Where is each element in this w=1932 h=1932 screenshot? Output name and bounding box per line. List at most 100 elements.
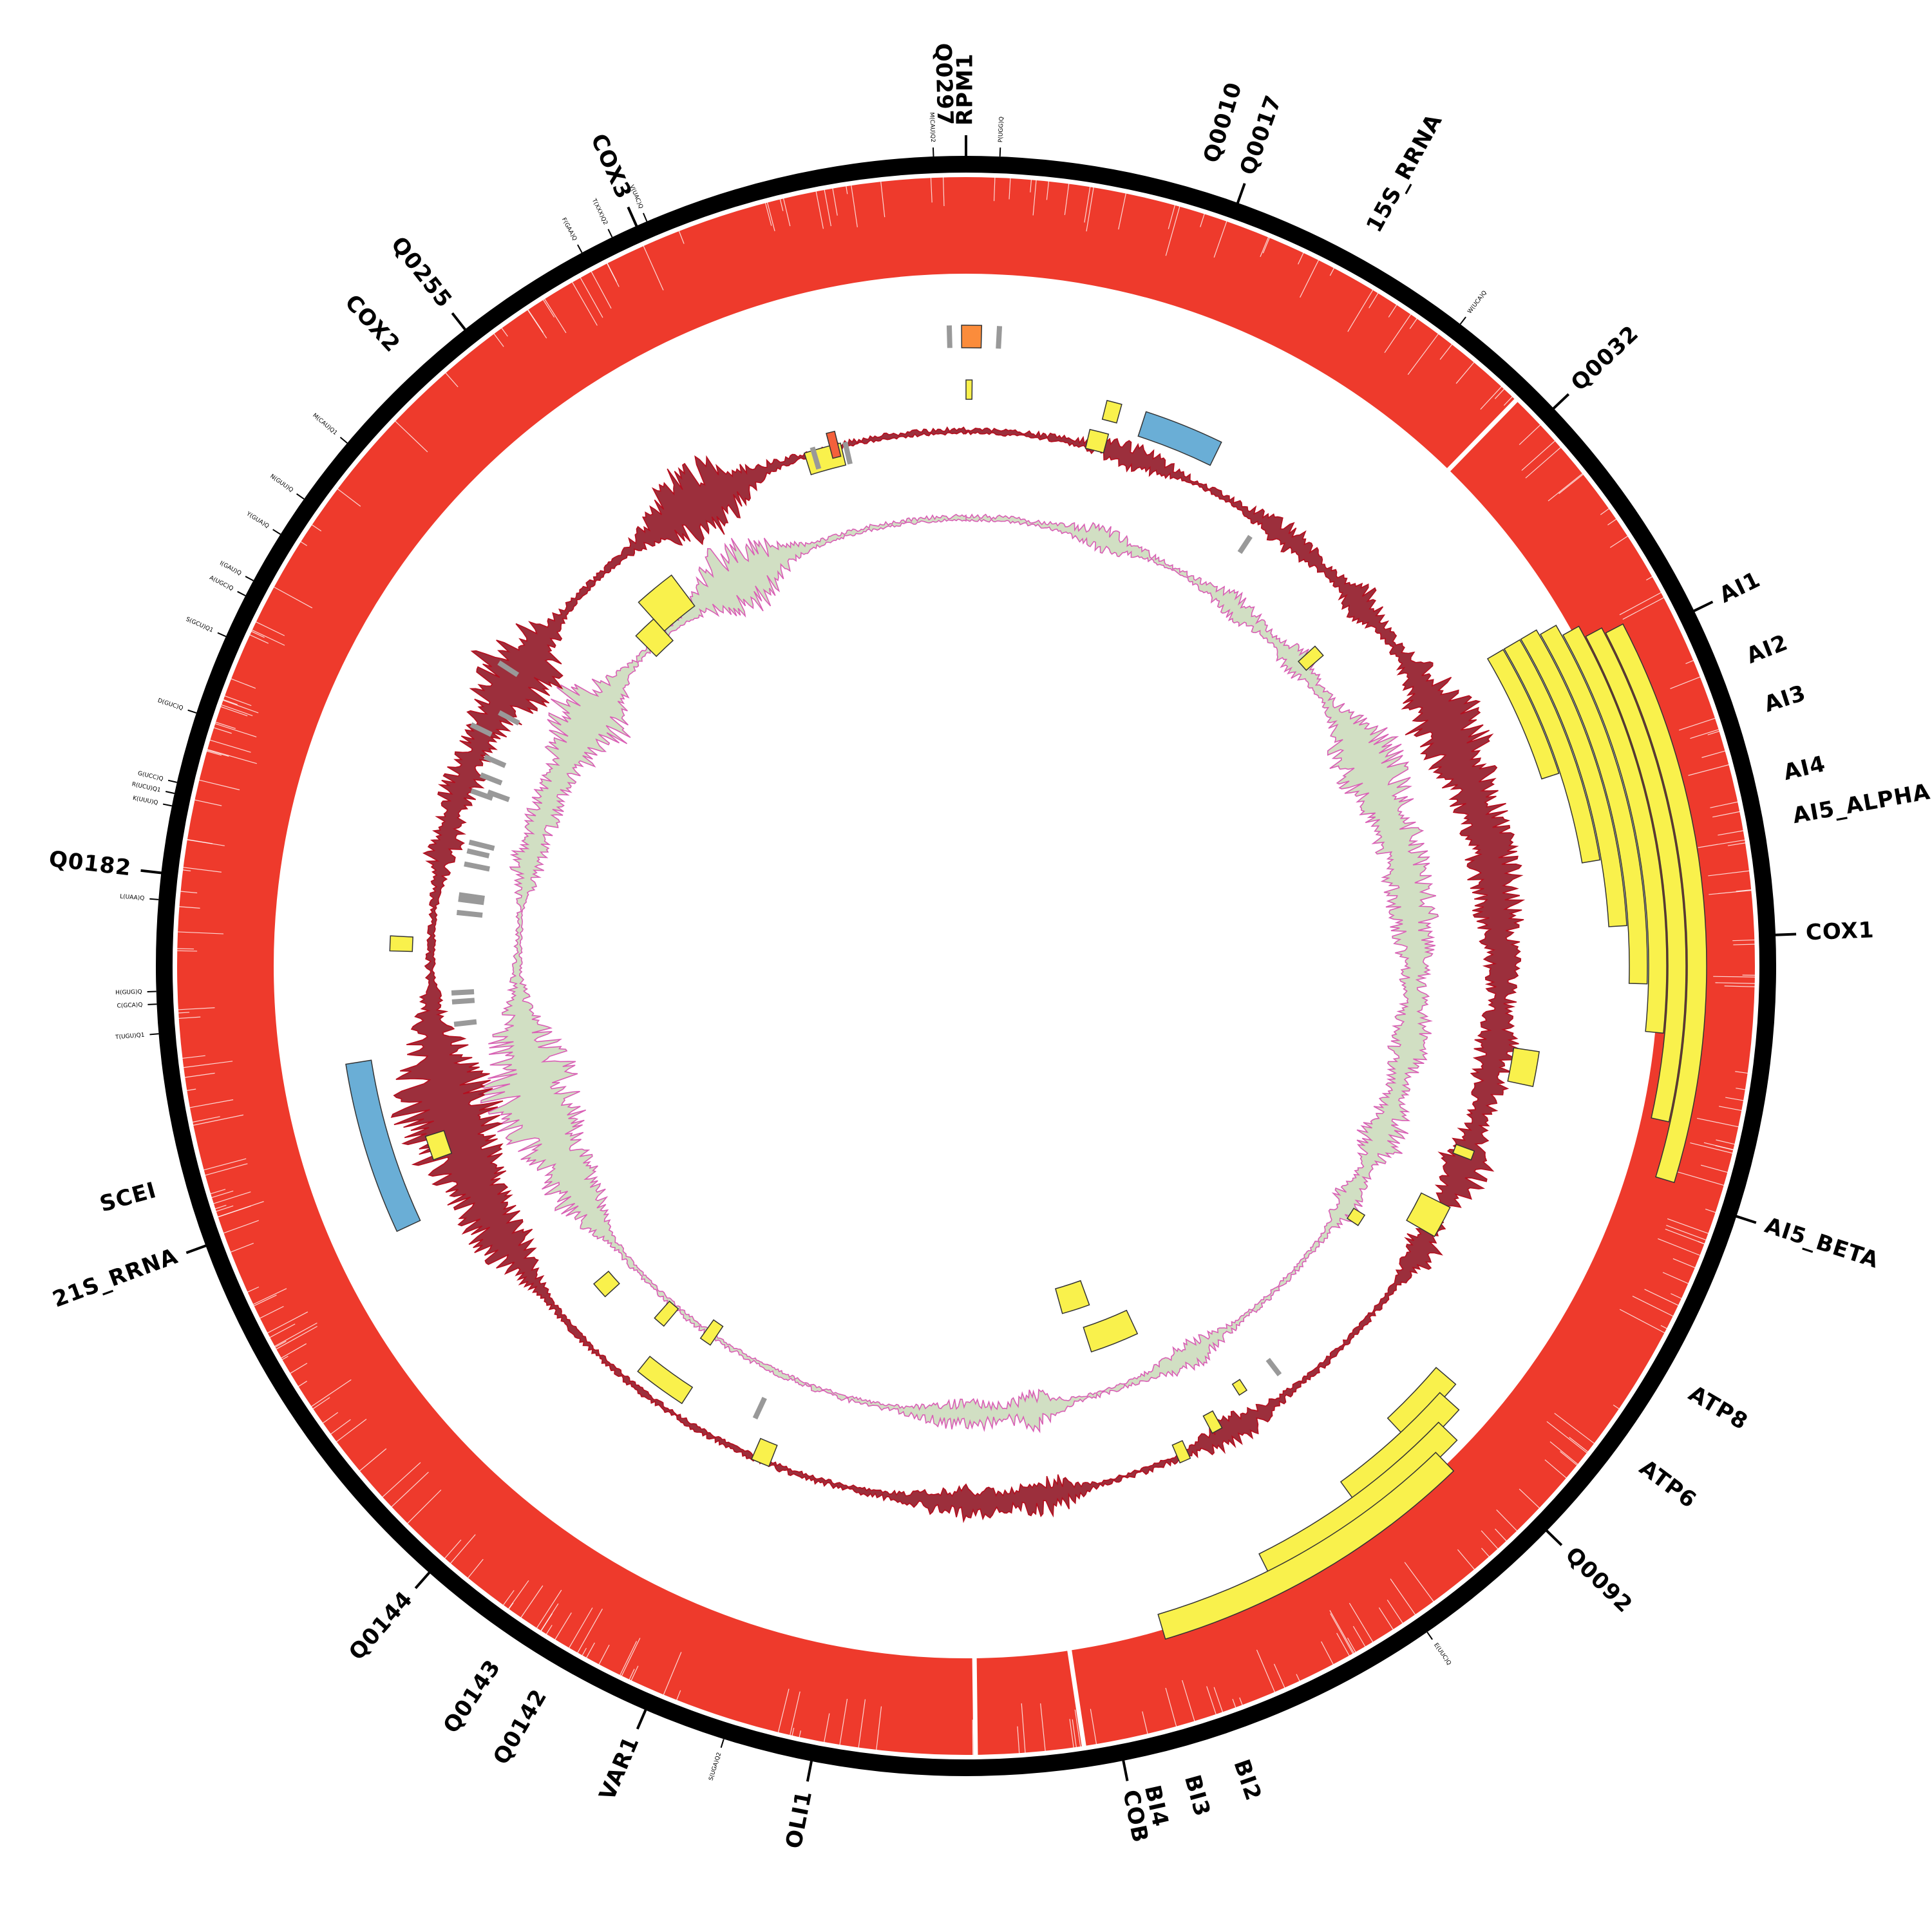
coverage-dip xyxy=(779,198,784,211)
coverage-dip xyxy=(330,1419,351,1435)
exon-feature xyxy=(654,1300,679,1327)
gene-label: COX1 xyxy=(1805,917,1875,945)
gene-label: COX2 xyxy=(339,290,405,357)
coverage-dip xyxy=(1662,1272,1689,1285)
coverage-dip xyxy=(186,1088,196,1092)
exon-feature xyxy=(1507,1047,1540,1088)
coverage-dip xyxy=(1009,177,1011,200)
gene-tick xyxy=(1121,1758,1129,1781)
trna-tick xyxy=(272,529,281,535)
exon-feature xyxy=(751,1437,778,1467)
coverage-dip xyxy=(591,270,612,309)
gene-label: ATP6 xyxy=(1634,1455,1701,1513)
coverage-dip xyxy=(880,181,886,218)
coverage-dip xyxy=(269,1323,296,1338)
coverage-dip xyxy=(253,1294,277,1307)
coverage-dip xyxy=(220,704,253,716)
exon-feature xyxy=(1452,1144,1475,1160)
exon-feature xyxy=(1406,1192,1451,1238)
coverage-dip xyxy=(1709,889,1752,895)
trna-feature xyxy=(498,710,520,726)
coverage-dip xyxy=(1182,1680,1195,1722)
coverage-dip xyxy=(310,1379,352,1407)
coverage-dip xyxy=(1619,1309,1665,1334)
coverage-dip xyxy=(1519,1488,1540,1509)
gene-label: 21S_RRNA xyxy=(49,1243,181,1312)
coverage-dip xyxy=(217,1201,264,1218)
exon-feature xyxy=(1298,645,1324,671)
coverage-dip xyxy=(394,421,428,453)
coverage-dip xyxy=(1613,1405,1620,1410)
trna-feature xyxy=(752,1396,767,1420)
coverage-dip xyxy=(520,1585,544,1618)
coverage-dip xyxy=(777,1689,790,1733)
coverage-dip xyxy=(322,1412,339,1424)
trna-feature xyxy=(456,909,483,918)
trna-tick xyxy=(642,213,648,222)
coverage-dip xyxy=(1072,1719,1077,1748)
gene-tick xyxy=(414,1570,431,1589)
coverage-dip xyxy=(545,1625,553,1635)
exon-feature xyxy=(637,1356,694,1405)
exon-feature xyxy=(1503,639,1601,864)
trna-label: S(UGA)Q2 xyxy=(708,1752,723,1781)
coverage-dip xyxy=(1708,870,1750,876)
exon-feature xyxy=(1055,1280,1090,1314)
coverage-dip xyxy=(281,1356,289,1361)
coverage-dip xyxy=(1084,186,1091,223)
coverage-dip xyxy=(214,1204,227,1209)
trna-tick xyxy=(245,576,254,582)
trna-feature xyxy=(466,848,490,858)
gene-label: Q0297 xyxy=(930,43,958,126)
trna-feature xyxy=(451,989,475,996)
coverage-dip xyxy=(1390,1578,1416,1616)
gene-label: AI2 xyxy=(1743,630,1792,669)
coverage-dip xyxy=(1165,205,1180,256)
trna-feature xyxy=(1237,535,1253,554)
trna-label: H(GUG)Q xyxy=(115,989,142,996)
trna-feature xyxy=(458,896,484,905)
coverage-dip xyxy=(209,739,251,753)
coverage-dip xyxy=(194,799,222,806)
gene-tick xyxy=(636,1707,648,1730)
coverage-dip xyxy=(851,184,858,227)
gene-label: RPM1 xyxy=(952,53,978,126)
exon-feature xyxy=(593,1271,620,1298)
coverage-dip xyxy=(1017,1726,1020,1754)
gene-tick xyxy=(451,312,468,332)
coverage-dip xyxy=(789,1691,800,1736)
coverage-dip xyxy=(1701,750,1726,758)
exon-feature xyxy=(1202,1410,1223,1434)
coverage-dip xyxy=(1496,1510,1518,1532)
coverage-dip xyxy=(1644,1289,1680,1306)
coverage-dip xyxy=(298,1381,307,1387)
exon-feature xyxy=(1083,1309,1139,1353)
coverage-dip xyxy=(223,1220,259,1234)
coverage-dip xyxy=(1388,304,1397,317)
trna-label: N(GUU)Q xyxy=(269,473,294,494)
coverage-dip xyxy=(336,1419,367,1443)
trna-tick xyxy=(167,779,177,783)
coverage-dip xyxy=(1736,889,1752,892)
gene-label: AI3 xyxy=(1761,680,1809,717)
gene-label: 15S_RRNA xyxy=(1361,109,1448,237)
coverage-dip xyxy=(274,1322,317,1347)
coverage-dip xyxy=(791,1727,795,1736)
coverage-dip xyxy=(444,1539,462,1559)
coverage-dip xyxy=(1727,842,1747,846)
coverage-dip xyxy=(230,1242,254,1253)
trna-feature xyxy=(484,754,507,768)
trna-feature xyxy=(464,861,490,872)
trna-tick xyxy=(607,229,613,238)
coverage-dip xyxy=(252,1288,287,1305)
coverage-dip xyxy=(251,630,265,638)
coverage-dip xyxy=(1660,1325,1668,1329)
coverage-dip xyxy=(1349,1603,1374,1643)
trna-tick xyxy=(1426,1631,1433,1640)
gene-label: Q0092 xyxy=(1560,1542,1638,1618)
gene-label: BI3 xyxy=(1179,1772,1215,1820)
coverage-dip xyxy=(839,1698,848,1746)
coverage-dip xyxy=(527,308,544,333)
orange-feature xyxy=(961,325,983,349)
gene-tick xyxy=(806,1759,813,1782)
